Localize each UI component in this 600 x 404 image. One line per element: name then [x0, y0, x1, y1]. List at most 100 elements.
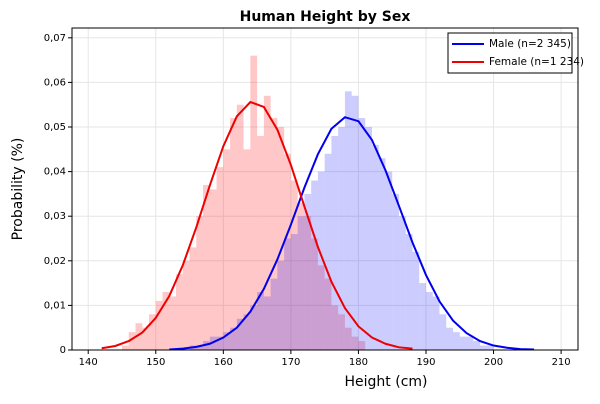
histogram-bar [304, 216, 312, 350]
histogram-bar [277, 127, 285, 351]
histogram-bar [405, 234, 413, 350]
histogram-bar [236, 318, 244, 350]
histogram-bar [155, 300, 163, 350]
histogram-bar [189, 247, 197, 350]
x-tick-label: 190 [416, 357, 435, 368]
histogram-bar [230, 327, 237, 350]
histogram-bar [223, 149, 231, 350]
x-axis-label: Height (cm) [345, 374, 428, 390]
histogram-bar [331, 305, 339, 350]
histogram-bar [358, 341, 366, 350]
histogram-bar [270, 278, 278, 350]
histogram-bar [324, 153, 332, 350]
histogram-bar [209, 189, 217, 350]
histogram-bar [466, 336, 474, 350]
histogram-bar [304, 193, 312, 350]
histogram-bar [331, 135, 339, 350]
legend-label: Male (n=2 345) [489, 38, 571, 50]
histogram-bar [344, 327, 352, 350]
histogram-bar [480, 345, 487, 350]
histogram-bar [223, 332, 231, 350]
histogram-bar [459, 336, 467, 350]
histogram-bar [351, 336, 359, 350]
histogram-bar [290, 234, 298, 350]
y-tick-label: 0,04 [44, 167, 66, 178]
legend-box [447, 32, 573, 74]
y-tick-label: 0,01 [44, 300, 66, 311]
histogram-bar [257, 135, 264, 350]
histogram-bar [196, 345, 204, 350]
histogram-bar [317, 171, 325, 350]
x-tick-label: 200 [484, 357, 503, 368]
histogram-bar [486, 345, 494, 350]
histogram-bar [453, 332, 460, 350]
histogram-bar [398, 216, 406, 350]
histogram-bar [290, 180, 298, 350]
histogram-bar [371, 144, 379, 350]
histogram-bar [203, 184, 210, 350]
histogram-bar [277, 260, 285, 350]
histogram-bar [473, 341, 481, 350]
histogram-bar [243, 314, 251, 350]
x-tick-label: 160 [214, 357, 233, 368]
histogram-bar [135, 323, 143, 350]
histogram-bar [236, 104, 244, 351]
histogram-bar [284, 153, 291, 350]
histogram-bar [149, 314, 156, 350]
histogram-bar [263, 296, 271, 350]
plot-frame [71, 27, 579, 351]
histogram-bar [338, 127, 345, 351]
y-tick-label: 0,07 [44, 33, 66, 44]
histogram-bar [446, 327, 454, 350]
histogram-bar [365, 127, 372, 351]
y-tick-label: 0 [60, 345, 66, 356]
histogram-bar [250, 55, 258, 350]
legend-label: Female (n=1 234) [489, 56, 584, 68]
histogram-bar [392, 193, 399, 350]
y-tick-label: 0,06 [44, 77, 66, 88]
y-tick-label: 0,05 [44, 122, 66, 133]
histogram-bar [121, 345, 129, 350]
histogram-bar [270, 118, 278, 350]
histogram-bar [351, 95, 359, 350]
histogram-bar [425, 292, 433, 350]
histogram-bar [419, 283, 426, 350]
histogram-bar [162, 292, 170, 350]
density-curve [101, 100, 413, 350]
histogram-bar [182, 260, 190, 350]
histogram-bar [196, 216, 204, 350]
histogram-bar [344, 91, 352, 350]
histogram-bar [338, 314, 345, 350]
y-axis-label: Probability (%) [10, 138, 26, 241]
histogram-bar [176, 274, 183, 350]
x-tick-label: 210 [552, 357, 571, 368]
histogram-bar [209, 336, 217, 350]
chart-title: Human Height by Sex [240, 9, 411, 25]
x-tick-label: 140 [79, 357, 98, 368]
x-tick-label: 150 [146, 357, 165, 368]
histogram-bar [142, 327, 150, 350]
x-tick-label: 170 [281, 357, 300, 368]
histogram-bar [324, 278, 332, 350]
histogram-bar [358, 118, 366, 350]
histogram-bar [250, 305, 258, 350]
histogram-bar [216, 336, 224, 350]
histogram-bar [284, 238, 291, 350]
legend: Male (n=2 345) Female (n=1 234) [447, 32, 584, 74]
histogram-bar [311, 238, 318, 350]
histogram-bar [439, 314, 447, 350]
histogram-bar [243, 149, 251, 350]
histogram-bar [257, 292, 264, 350]
density-curve [169, 116, 535, 351]
histogram-bar [412, 251, 420, 350]
histogram-bar [297, 202, 305, 350]
histogram-bar [263, 95, 271, 350]
y-tick-label: 0,03 [44, 211, 66, 222]
histogram-bar [378, 158, 386, 350]
histogram-bar [128, 332, 136, 350]
histogram-bar [432, 296, 440, 350]
histogram-bar [297, 216, 305, 350]
histogram-bar [311, 180, 318, 350]
x-tick-label: 180 [349, 357, 368, 368]
